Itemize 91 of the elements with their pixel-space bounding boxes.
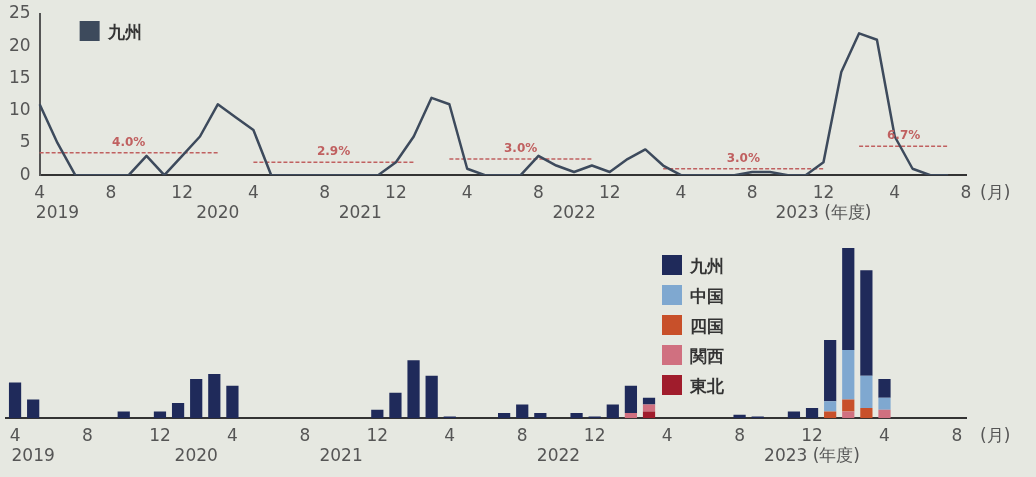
- x-tick-label: 8: [960, 181, 972, 202]
- annotation: 3.0%: [503, 141, 538, 156]
- bar: [733, 414, 746, 419]
- bar: [824, 339, 837, 402]
- bar: [642, 397, 656, 405]
- x-tick-label: 8: [105, 181, 117, 202]
- x-tick-label: 12: [583, 424, 606, 445]
- x-tick-label: 8: [82, 424, 93, 445]
- bar: [8, 382, 22, 419]
- x-tick-label: 12: [149, 424, 171, 445]
- annotation: 4.0%: [112, 134, 146, 149]
- bar: [624, 385, 638, 414]
- bar: [153, 411, 167, 419]
- bar: [190, 379, 203, 419]
- legend-label: 四国: [690, 316, 724, 336]
- x-tick-label: 2019: [35, 202, 80, 223]
- x-tick-label: 12: [598, 181, 621, 202]
- x-tick-label: 12: [385, 181, 407, 202]
- x-tick-label: 4: [661, 424, 673, 445]
- bar: [516, 404, 529, 419]
- y-tick-label: 15: [8, 66, 31, 87]
- legend-label: 九州: [106, 22, 142, 42]
- x-tick-label: 4: [248, 181, 259, 202]
- bar: [570, 413, 583, 419]
- x-tick-label: 12 2023 (年度): [764, 424, 861, 466]
- bar: [860, 375, 873, 408]
- x-tick-label: 2021: [319, 445, 363, 466]
- annotation: 2.9%: [316, 144, 351, 159]
- bar: [624, 413, 638, 419]
- bar: [226, 385, 239, 419]
- bar: [878, 409, 891, 419]
- legend-label: 中国: [690, 286, 724, 306]
- x-tick-label: 12 2023 (年度): [775, 181, 872, 223]
- y-tick-label: 20: [8, 34, 31, 55]
- x-tick-label: 2020: [196, 202, 240, 223]
- x-tick-label: 8: [533, 181, 544, 202]
- bar: [878, 379, 891, 398]
- bar: [787, 411, 801, 419]
- bar: [824, 411, 837, 419]
- x-tick-label: 12: [366, 424, 389, 445]
- x-tick-label: 4: [227, 424, 238, 445]
- bar: [860, 407, 873, 419]
- bar: [27, 399, 40, 419]
- x-tick-label: 8: [299, 424, 311, 445]
- y-tick-label: 10: [8, 99, 31, 120]
- x-tick-label: 2022: [536, 445, 581, 466]
- bar: [842, 248, 855, 351]
- x-tick-label: 4: [889, 181, 901, 202]
- x-tick-label: 8: [319, 181, 331, 202]
- bar: [371, 409, 384, 419]
- bar: [860, 270, 873, 376]
- bar: [407, 360, 420, 419]
- bar: [842, 350, 855, 400]
- x-tick-label: 8: [734, 424, 745, 445]
- legend-label: 東北: [689, 376, 725, 396]
- bar: [171, 402, 185, 419]
- x-tick-label: 8: [746, 181, 758, 202]
- x-tick-label: 2020: [174, 445, 218, 466]
- x-tick-label: 12: [171, 181, 193, 202]
- bar: [642, 411, 656, 419]
- x-tick-label: 4: [675, 181, 687, 202]
- legend-label: 九州: [689, 256, 724, 276]
- x-tick-label: 8: [516, 424, 528, 445]
- legend-label: 関西: [690, 346, 724, 366]
- y-tick-label: 0: [19, 163, 31, 184]
- x-tick-label: 4: [444, 424, 456, 445]
- bar: [805, 407, 819, 419]
- x-tick-label: 4: [879, 424, 890, 445]
- y-tick-label: 25: [8, 2, 31, 23]
- x-tick-label: 2021: [338, 202, 382, 223]
- bar: [498, 413, 511, 419]
- x-tick-label: 4: [461, 181, 473, 202]
- x-tick-label: 2022: [552, 202, 596, 223]
- bar: [842, 399, 855, 412]
- bar: [606, 404, 619, 419]
- x-tick-label: 4: [34, 181, 46, 202]
- x-axis-title: (月): [980, 182, 1011, 203]
- y-tick-label: 5: [19, 131, 31, 152]
- bar: [824, 401, 837, 412]
- annotation: 3.0%: [726, 150, 760, 165]
- bar: [878, 397, 891, 410]
- bar: [389, 392, 402, 419]
- x-tick-label: 2019: [11, 445, 55, 466]
- x-axis-title: (月): [980, 425, 1011, 446]
- x-tick-label: 4: [9, 424, 21, 445]
- x-tick-label: 8: [951, 424, 963, 445]
- bar: [117, 411, 130, 419]
- bar: [842, 411, 855, 419]
- bar: [534, 413, 547, 419]
- bar: [425, 375, 438, 419]
- bar: [208, 373, 221, 419]
